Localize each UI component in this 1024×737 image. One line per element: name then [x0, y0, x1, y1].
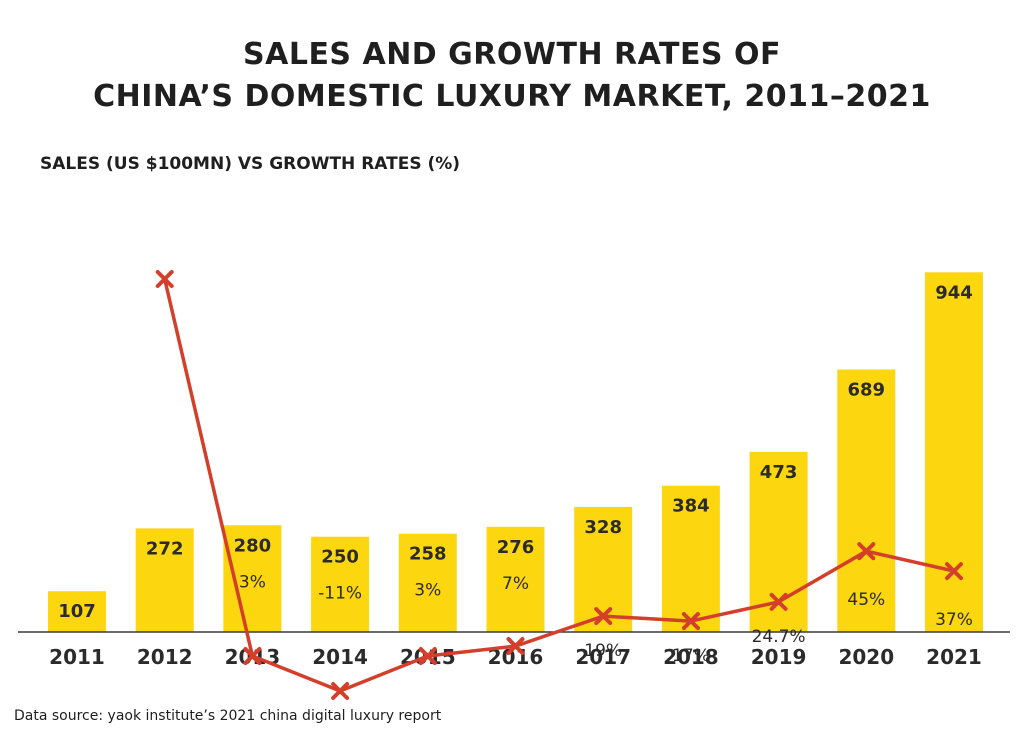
- bar-value-label-2016: 276: [497, 537, 535, 558]
- x-tick-label-2012: 2012: [137, 645, 193, 669]
- growth-rate-label-2014: -11%: [318, 584, 362, 604]
- bar-value-label-2013: 280: [234, 535, 272, 556]
- growth-rate-line: [165, 279, 954, 691]
- growth-rate-label-2017: 19%: [584, 641, 622, 661]
- growth-rate-label-2013: 3%: [239, 572, 266, 592]
- bar-value-label-2018: 384: [672, 496, 710, 517]
- growth-rate-label-2016: 7%: [502, 574, 529, 594]
- growth-rate-label-2018: 17%: [672, 646, 710, 666]
- x-tick-label-2020: 2020: [838, 645, 894, 669]
- bar-value-label-2021: 944: [935, 282, 973, 303]
- bar-value-label-2012: 272: [146, 538, 184, 559]
- bar-2021: [925, 272, 983, 632]
- growth-rate-label-2020: 45%: [847, 590, 885, 610]
- growth-rate-label-2019: 24.7%: [752, 627, 806, 647]
- growth-marker-2014: [333, 684, 347, 698]
- growth-rate-label-2015: 3%: [414, 581, 441, 601]
- x-tick-label-2014: 2014: [312, 645, 368, 669]
- growth-rate-label-2021: 37%: [935, 610, 973, 630]
- bar-value-label-2020: 689: [848, 380, 886, 401]
- x-tick-label-2019: 2019: [751, 645, 807, 669]
- bar-value-label-2017: 328: [584, 517, 622, 538]
- bar-value-label-2015: 258: [409, 544, 447, 565]
- bar-value-label-2014: 250: [321, 547, 359, 568]
- sales-growth-chart: 2011201220132014201520162017201820192020…: [0, 0, 1024, 737]
- bar-value-label-2019: 473: [760, 462, 798, 483]
- bar-value-label-2011: 107: [58, 601, 96, 622]
- data-source-note: Data source: yaok institute’s 2021 china…: [14, 708, 441, 724]
- x-tick-label-2011: 2011: [49, 645, 105, 669]
- x-tick-label-2021: 2021: [926, 645, 982, 669]
